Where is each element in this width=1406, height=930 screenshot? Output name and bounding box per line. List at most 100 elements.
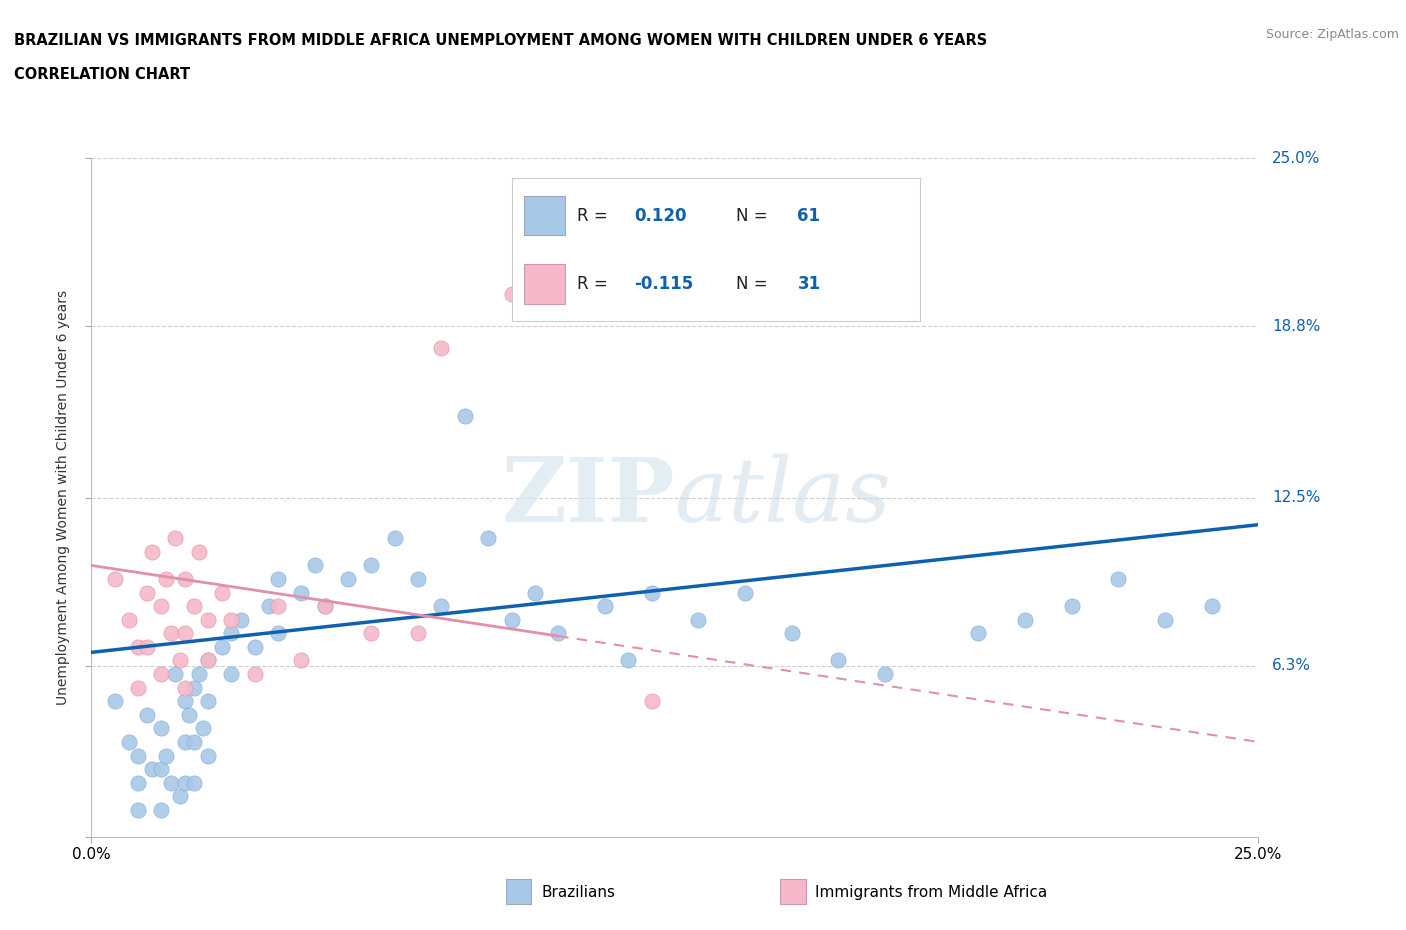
Point bbox=[780, 626, 803, 641]
Text: ZIP: ZIP bbox=[502, 454, 675, 541]
Point bbox=[640, 694, 662, 709]
Point bbox=[193, 721, 215, 736]
Text: Immigrants from Middle Africa: Immigrants from Middle Africa bbox=[815, 885, 1047, 900]
Y-axis label: Unemployment Among Women with Children Under 6 years: Unemployment Among Women with Children U… bbox=[56, 290, 70, 705]
Point bbox=[501, 286, 523, 301]
Point bbox=[150, 721, 173, 736]
Point bbox=[617, 653, 640, 668]
Point bbox=[337, 572, 360, 587]
Point bbox=[314, 599, 336, 614]
Point bbox=[406, 626, 429, 641]
Point bbox=[159, 776, 181, 790]
Point bbox=[734, 585, 756, 600]
Text: 6.3%: 6.3% bbox=[1272, 658, 1312, 673]
Point bbox=[501, 612, 523, 627]
Point bbox=[243, 667, 266, 682]
Text: 12.5%: 12.5% bbox=[1272, 490, 1320, 505]
Point bbox=[141, 544, 163, 559]
Point bbox=[169, 653, 191, 668]
Point bbox=[384, 531, 406, 546]
Point bbox=[136, 640, 159, 655]
Point bbox=[197, 653, 219, 668]
Point bbox=[243, 640, 266, 655]
Point bbox=[173, 572, 195, 587]
Text: Brazilians: Brazilians bbox=[541, 885, 616, 900]
Point bbox=[183, 680, 205, 695]
Point bbox=[136, 708, 159, 723]
Point bbox=[150, 762, 173, 777]
Point bbox=[159, 626, 181, 641]
Point bbox=[187, 544, 209, 559]
Text: atlas: atlas bbox=[675, 454, 890, 541]
Point bbox=[127, 640, 149, 655]
Point bbox=[127, 803, 149, 817]
Point bbox=[454, 408, 477, 423]
Point bbox=[150, 667, 173, 682]
Point bbox=[290, 653, 312, 668]
Point bbox=[104, 572, 127, 587]
Point bbox=[314, 599, 336, 614]
Point bbox=[187, 667, 209, 682]
Point bbox=[221, 667, 243, 682]
Point bbox=[155, 572, 177, 587]
Point bbox=[267, 626, 290, 641]
Point bbox=[183, 599, 205, 614]
Point bbox=[1107, 572, 1129, 587]
Point bbox=[197, 653, 219, 668]
Point bbox=[183, 735, 205, 750]
Point bbox=[304, 558, 326, 573]
Point bbox=[1060, 599, 1083, 614]
Point bbox=[211, 585, 233, 600]
Point bbox=[150, 599, 173, 614]
Point bbox=[360, 558, 382, 573]
Point bbox=[221, 612, 243, 627]
Point bbox=[267, 572, 290, 587]
Point bbox=[179, 708, 201, 723]
Point bbox=[547, 626, 569, 641]
Point bbox=[267, 599, 290, 614]
Point bbox=[173, 735, 195, 750]
Point bbox=[967, 626, 990, 641]
Point bbox=[257, 599, 280, 614]
Point bbox=[406, 572, 429, 587]
Point bbox=[211, 640, 233, 655]
Point bbox=[197, 748, 219, 763]
Point bbox=[290, 585, 312, 600]
Point bbox=[127, 680, 149, 695]
Point bbox=[165, 531, 187, 546]
Point bbox=[430, 599, 453, 614]
Point bbox=[169, 789, 191, 804]
Point bbox=[173, 776, 195, 790]
Text: 25.0%: 25.0% bbox=[1272, 151, 1320, 166]
Point bbox=[593, 599, 616, 614]
Text: Source: ZipAtlas.com: Source: ZipAtlas.com bbox=[1265, 28, 1399, 41]
Point bbox=[827, 653, 849, 668]
Point bbox=[873, 667, 896, 682]
Text: CORRELATION CHART: CORRELATION CHART bbox=[14, 67, 190, 82]
Point bbox=[141, 762, 163, 777]
Text: 18.8%: 18.8% bbox=[1272, 319, 1320, 334]
Point bbox=[127, 776, 149, 790]
Point bbox=[173, 694, 195, 709]
Point bbox=[1014, 612, 1036, 627]
Point bbox=[183, 776, 205, 790]
Point bbox=[197, 694, 219, 709]
Point bbox=[150, 803, 173, 817]
Point bbox=[173, 680, 195, 695]
Point bbox=[136, 585, 159, 600]
Point bbox=[640, 585, 662, 600]
Point bbox=[118, 612, 141, 627]
Point bbox=[229, 612, 252, 627]
Point bbox=[360, 626, 382, 641]
Text: BRAZILIAN VS IMMIGRANTS FROM MIDDLE AFRICA UNEMPLOYMENT AMONG WOMEN WITH CHILDRE: BRAZILIAN VS IMMIGRANTS FROM MIDDLE AFRI… bbox=[14, 33, 987, 47]
Point bbox=[1154, 612, 1177, 627]
Point bbox=[165, 667, 187, 682]
Point bbox=[197, 612, 219, 627]
Point bbox=[173, 626, 195, 641]
Point bbox=[104, 694, 127, 709]
Point bbox=[221, 626, 243, 641]
Point bbox=[688, 612, 710, 627]
Point bbox=[127, 748, 149, 763]
Point bbox=[1201, 599, 1223, 614]
Point bbox=[155, 748, 177, 763]
